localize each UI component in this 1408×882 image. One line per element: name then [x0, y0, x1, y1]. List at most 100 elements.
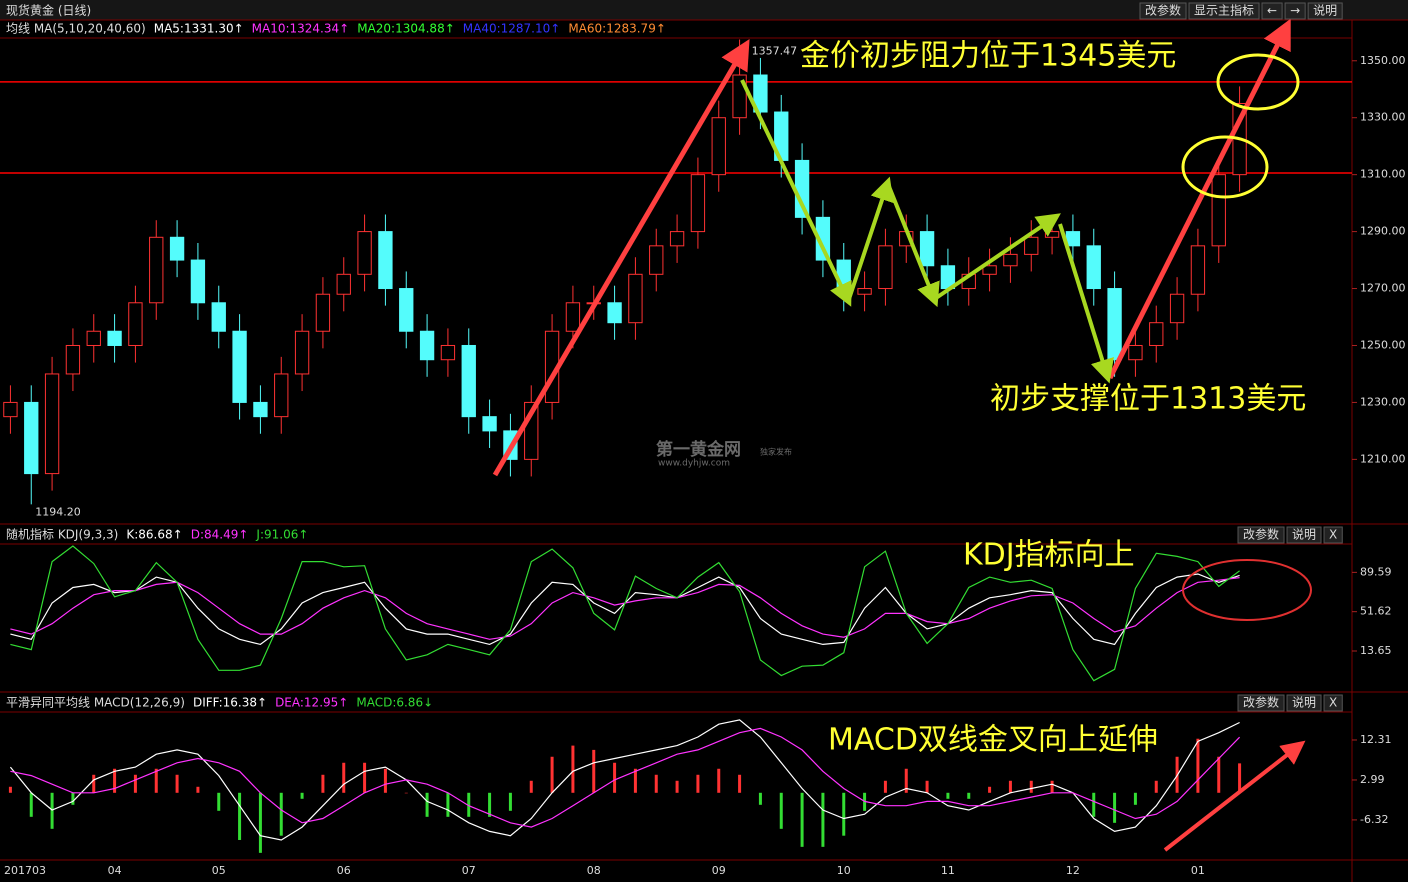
button[interactable]	[1286, 694, 1322, 712]
histogram-bar	[8, 786, 12, 793]
candle-body	[1024, 236, 1039, 255]
series-line	[10, 727, 1241, 828]
candle-body	[607, 302, 622, 324]
histogram-bar	[633, 768, 637, 793]
candle-body	[294, 330, 310, 375]
button-label[interactable]: 改参数	[1145, 3, 1181, 18]
button[interactable]	[1286, 526, 1322, 544]
histogram-bar	[1050, 780, 1054, 793]
histogram-bar	[425, 792, 429, 817]
histogram-bar	[1154, 780, 1158, 793]
candle-body	[253, 401, 268, 418]
y-tick-label: 1350.00	[1360, 54, 1406, 67]
min-label: 1194.20	[35, 505, 81, 518]
annotation: KDJ指标向上	[963, 538, 1135, 573]
x-tick-label: 06	[337, 864, 351, 877]
candle-body	[919, 231, 935, 267]
button[interactable]	[1307, 2, 1343, 20]
histogram-bar	[488, 792, 492, 817]
button[interactable]	[1237, 694, 1285, 712]
series-line	[9, 719, 1240, 841]
candle-body	[378, 231, 393, 290]
histogram-bar	[904, 768, 908, 793]
histogram-bar	[821, 792, 825, 847]
y-tick-label: 12.31	[1360, 733, 1392, 746]
button-label[interactable]: 改参数	[1243, 527, 1279, 542]
button-label[interactable]: 显示主指标	[1194, 3, 1254, 18]
histogram-bar	[467, 792, 471, 817]
candle-body	[315, 293, 331, 332]
histogram-bar	[175, 774, 179, 793]
candle-body	[711, 117, 726, 176]
histogram-bar	[800, 792, 804, 847]
button-label[interactable]: 说明	[1292, 527, 1316, 542]
candle-body	[232, 330, 247, 403]
candle-body	[1065, 231, 1081, 247]
histogram-bar	[988, 786, 992, 793]
histogram-bar	[1092, 792, 1096, 817]
button[interactable]	[1323, 694, 1343, 712]
watermark-name: 第一黄金网	[656, 439, 741, 460]
candle-body	[86, 330, 101, 346]
histogram-bar	[946, 792, 950, 799]
candle-body	[690, 174, 706, 233]
histogram-bar	[571, 745, 575, 793]
histogram-bar	[1217, 756, 1221, 793]
button-label[interactable]: →	[1290, 4, 1300, 18]
button-label[interactable]: 说明	[1292, 695, 1316, 710]
x-tick-label: 07	[462, 864, 476, 877]
button-label[interactable]: X	[1329, 696, 1337, 710]
candle-body	[3, 401, 18, 418]
candle-body	[1149, 322, 1164, 346]
histogram-bar	[133, 774, 137, 793]
histogram-bar	[196, 786, 200, 793]
chart-title: 现货黄金 (日线)	[6, 3, 91, 18]
histogram-bar	[925, 780, 929, 793]
candle-body	[669, 231, 685, 247]
x-tick-label: 09	[712, 864, 726, 877]
y-tick-label: 1330.00	[1360, 111, 1406, 124]
histogram-bar	[696, 774, 700, 793]
histogram-bar	[592, 749, 596, 793]
candle-body	[149, 236, 164, 304]
candle-body	[128, 302, 143, 346]
candle-body	[336, 273, 351, 295]
candle-body	[211, 302, 226, 332]
button[interactable]	[1188, 2, 1260, 20]
button-label[interactable]: 说明	[1313, 3, 1337, 18]
histogram-bar	[1113, 792, 1117, 823]
candle-body	[357, 231, 372, 275]
candle-body	[461, 344, 476, 418]
x-tick-label: 201703	[4, 864, 46, 877]
candle-body	[1169, 293, 1185, 324]
button[interactable]	[1323, 526, 1343, 544]
histogram-bar	[258, 792, 262, 853]
histogram-bar	[758, 792, 762, 805]
button[interactable]	[1237, 526, 1285, 544]
candle-body	[1107, 288, 1122, 361]
histogram-bar	[967, 792, 971, 799]
button[interactable]	[1261, 2, 1283, 20]
candle-body	[1190, 245, 1206, 295]
histogram-bar	[71, 792, 75, 805]
annotation: MACD双线金叉向上延伸	[828, 723, 1158, 758]
panel-borders	[0, 19, 1408, 882]
button-label[interactable]: ←	[1267, 4, 1277, 18]
indicator-label: 随机指标 KDJ(9,3,3)	[6, 527, 118, 542]
candle-body	[419, 330, 435, 361]
header-bar	[0, 0, 1408, 20]
button[interactable]	[1139, 2, 1187, 20]
indicator-label: 均线 MA(5,10,20,40,60)	[6, 22, 146, 36]
candle-body	[1003, 253, 1018, 267]
histogram-bar	[154, 768, 158, 793]
histogram-bar	[717, 768, 721, 793]
indicator-label: 平滑异同平均线 MACD(12,26,9)	[6, 696, 185, 710]
legend-entry: MACD:6.86↓	[356, 696, 433, 710]
histogram-bar	[779, 792, 783, 829]
y-tick-label: 1210.00	[1360, 452, 1406, 465]
button-label[interactable]: X	[1329, 528, 1337, 542]
button-label[interactable]: 改参数	[1243, 695, 1279, 710]
button[interactable]	[1284, 2, 1306, 20]
legend-entry: DIFF:16.38↑	[193, 696, 267, 710]
candle-body	[190, 259, 206, 304]
